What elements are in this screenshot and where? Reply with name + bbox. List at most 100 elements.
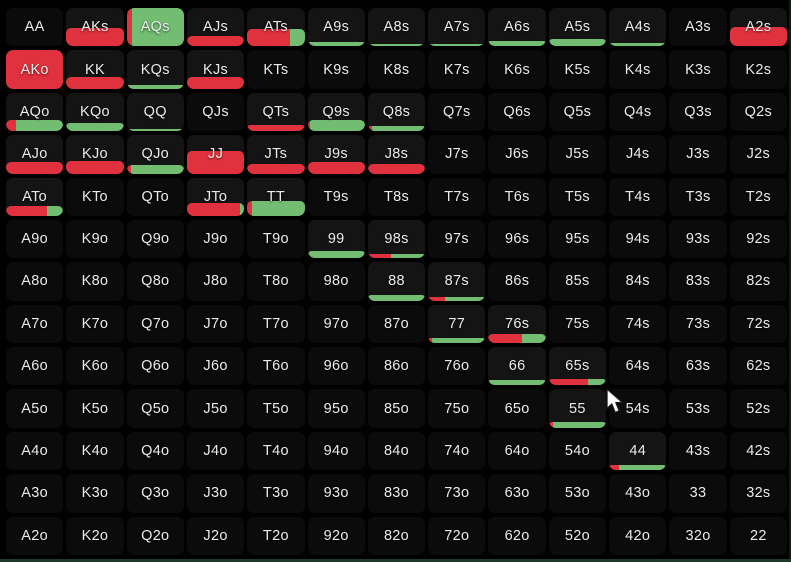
hand-cell-A8o[interactable]: A8o (6, 262, 64, 301)
hand-cell-75o[interactable]: 75o (428, 389, 486, 428)
hand-cell-J2s[interactable]: J2s (729, 135, 787, 174)
hand-cell-93o[interactable]: 93o (307, 474, 365, 513)
hand-cell-A7o[interactable]: A7o (6, 304, 64, 344)
hand-cell-KK[interactable]: KK (66, 50, 124, 89)
hand-cell-QJo[interactable]: QJo (126, 135, 184, 174)
hand-cell-94o[interactable]: 94o (307, 431, 365, 471)
hand-cell-A2s[interactable]: A2s (729, 8, 787, 47)
hand-cell-22[interactable]: 22 (729, 516, 787, 555)
hand-cell-Q4s[interactable]: Q4s (609, 92, 667, 132)
hand-cell-T9o[interactable]: T9o (247, 219, 305, 259)
hand-cell-84o[interactable]: 84o (367, 431, 426, 471)
hand-cell-KTo[interactable]: KTo (66, 177, 124, 216)
hand-cell-87s[interactable]: 87s (428, 262, 486, 301)
hand-cell-QTs[interactable]: QTs (247, 92, 305, 132)
hand-cell-86s[interactable]: 86s (488, 262, 546, 301)
hand-cell-J3s[interactable]: J3s (669, 135, 727, 174)
hand-cell-T9s[interactable]: T9s (307, 177, 365, 216)
hand-cell-75s[interactable]: 75s (548, 304, 607, 344)
hand-cell-K4s[interactable]: K4s (609, 50, 667, 89)
hand-cell-Q3o[interactable]: Q3o (126, 474, 184, 513)
hand-cell-97o[interactable]: 97o (307, 304, 365, 344)
hand-cell-98s[interactable]: 98s (367, 219, 426, 259)
hand-cell-J8s[interactable]: J8s (367, 135, 426, 174)
hand-cell-82s[interactable]: 82s (729, 262, 787, 301)
hand-cell-K6o[interactable]: K6o (66, 347, 124, 386)
hand-cell-53s[interactable]: 53s (669, 389, 727, 428)
hand-cell-Q7s[interactable]: Q7s (428, 92, 486, 132)
hand-cell-43s[interactable]: 43s (669, 431, 727, 471)
hand-cell-K9s[interactable]: K9s (307, 50, 365, 89)
hand-cell-K8s[interactable]: K8s (367, 50, 426, 89)
hand-cell-32o[interactable]: 32o (669, 516, 727, 555)
hand-cell-A3o[interactable]: A3o (6, 474, 64, 513)
hand-cell-85s[interactable]: 85s (548, 262, 607, 301)
hand-cell-AQo[interactable]: AQo (6, 92, 64, 132)
hand-cell-84s[interactable]: 84s (609, 262, 667, 301)
hand-cell-Q5o[interactable]: Q5o (126, 389, 184, 428)
hand-cell-Q9o[interactable]: Q9o (126, 219, 184, 259)
hand-cell-JTs[interactable]: JTs (247, 135, 305, 174)
hand-cell-74s[interactable]: 74s (609, 304, 667, 344)
hand-cell-99[interactable]: 99 (307, 219, 365, 259)
hand-cell-Q3s[interactable]: Q3s (669, 92, 727, 132)
hand-cell-J2o[interactable]: J2o (186, 516, 245, 555)
hand-cell-J3o[interactable]: J3o (186, 474, 245, 513)
hand-cell-95o[interactable]: 95o (307, 389, 365, 428)
hand-cell-K7s[interactable]: K7s (428, 50, 486, 89)
hand-cell-42s[interactable]: 42s (729, 431, 787, 471)
hand-cell-A4s[interactable]: A4s (609, 8, 667, 47)
hand-cell-T3s[interactable]: T3s (669, 177, 727, 216)
hand-cell-Q2o[interactable]: Q2o (126, 516, 184, 555)
hand-cell-Q6s[interactable]: Q6s (488, 92, 546, 132)
hand-cell-95s[interactable]: 95s (548, 219, 607, 259)
hand-cell-55[interactable]: 55 (548, 389, 607, 428)
hand-cell-K4o[interactable]: K4o (66, 431, 124, 471)
hand-cell-J8o[interactable]: J8o (186, 262, 245, 301)
hand-cell-88[interactable]: 88 (367, 262, 426, 301)
hand-cell-AKs[interactable]: AKs (66, 8, 124, 47)
hand-cell-JJ[interactable]: JJ (186, 135, 245, 174)
hand-cell-K7o[interactable]: K7o (66, 304, 124, 344)
hand-cell-T4s[interactable]: T4s (609, 177, 667, 216)
hand-cell-QTo[interactable]: QTo (126, 177, 184, 216)
hand-cell-T6s[interactable]: T6s (488, 177, 546, 216)
hand-cell-Q7o[interactable]: Q7o (126, 304, 184, 344)
hand-cell-KJo[interactable]: KJo (66, 135, 124, 174)
hand-cell-92s[interactable]: 92s (729, 219, 787, 259)
hand-cell-ATo[interactable]: ATo (6, 177, 64, 216)
hand-cell-J7s[interactable]: J7s (428, 135, 486, 174)
hand-cell-T5s[interactable]: T5s (548, 177, 607, 216)
hand-cell-96s[interactable]: 96s (488, 219, 546, 259)
hand-cell-A6s[interactable]: A6s (488, 8, 546, 47)
hand-cell-94s[interactable]: 94s (609, 219, 667, 259)
hand-cell-98o[interactable]: 98o (307, 262, 365, 301)
hand-cell-T8o[interactable]: T8o (247, 262, 305, 301)
hand-cell-44[interactable]: 44 (609, 431, 667, 471)
hand-cell-64o[interactable]: 64o (488, 431, 546, 471)
hand-cell-87o[interactable]: 87o (367, 304, 426, 344)
hand-cell-63s[interactable]: 63s (669, 347, 727, 386)
hand-cell-K5o[interactable]: K5o (66, 389, 124, 428)
hand-cell-65s[interactable]: 65s (548, 347, 607, 386)
hand-cell-K8o[interactable]: K8o (66, 262, 124, 301)
hand-cell-AQs[interactable]: AQs (126, 8, 184, 47)
hand-cell-64s[interactable]: 64s (609, 347, 667, 386)
hand-cell-A9o[interactable]: A9o (6, 219, 64, 259)
hand-cell-74o[interactable]: 74o (428, 431, 486, 471)
hand-cell-82o[interactable]: 82o (367, 516, 426, 555)
hand-cell-T2o[interactable]: T2o (247, 516, 305, 555)
hand-cell-J4s[interactable]: J4s (609, 135, 667, 174)
hand-cell-K5s[interactable]: K5s (548, 50, 607, 89)
hand-cell-A5o[interactable]: A5o (6, 389, 64, 428)
hand-cell-T8s[interactable]: T8s (367, 177, 426, 216)
hand-cell-97s[interactable]: 97s (428, 219, 486, 259)
hand-cell-T3o[interactable]: T3o (247, 474, 305, 513)
hand-cell-33[interactable]: 33 (669, 474, 727, 513)
hand-cell-Q9s[interactable]: Q9s (307, 92, 365, 132)
hand-cell-T7o[interactable]: T7o (247, 304, 305, 344)
hand-cell-J9s[interactable]: J9s (307, 135, 365, 174)
hand-cell-T2s[interactable]: T2s (729, 177, 787, 216)
hand-cell-66[interactable]: 66 (488, 347, 546, 386)
hand-cell-93s[interactable]: 93s (669, 219, 727, 259)
